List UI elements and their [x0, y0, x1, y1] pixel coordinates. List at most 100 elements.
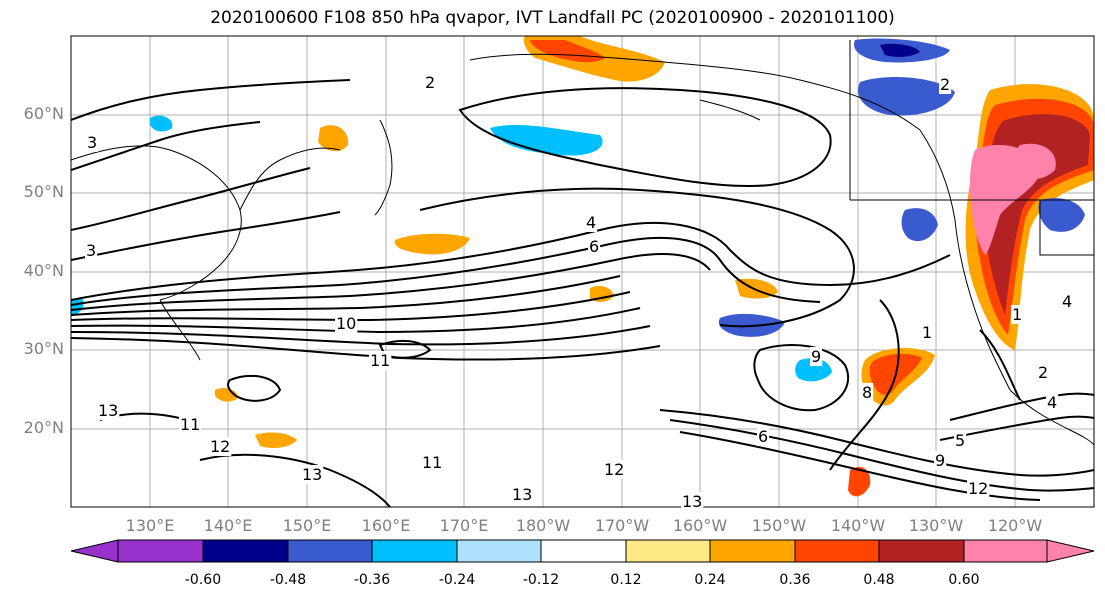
contour-label: 10	[336, 314, 356, 333]
contour-label: 2	[940, 75, 950, 94]
shaded-anomalies	[71, 36, 1094, 497]
contour-label: 11	[370, 351, 390, 370]
contour-label-backdrop	[85, 241, 98, 260]
map-title: 2020100600 F108 850 hPa qvapor, IVT Land…	[210, 8, 895, 28]
contour-label-backdrop	[1061, 292, 1074, 311]
contour-label: 5	[955, 431, 965, 450]
colorbar-bin	[456, 539, 542, 563]
colorbar-tick-label: 0.48	[863, 572, 895, 588]
contour-label: 3	[86, 241, 96, 260]
contour-label-backdrop	[603, 460, 626, 479]
colorbar-bin	[540, 539, 627, 563]
contour-label-backdrop	[585, 213, 598, 232]
contour-label-backdrop	[335, 314, 358, 333]
contour-label: 11	[180, 415, 200, 434]
colorbar-bin	[709, 539, 796, 563]
colorbar-tick-label: -0.36	[353, 572, 391, 588]
lon-label: 160°W	[672, 516, 728, 535]
contour-label: 13	[98, 401, 118, 420]
coastlines	[71, 40, 1094, 446]
contour-label: 4	[586, 213, 596, 232]
colorbar-bin	[625, 539, 711, 563]
contour-label: 9	[811, 347, 821, 366]
contour-label-backdrop	[301, 465, 324, 484]
lon-label: 170°E	[439, 516, 489, 535]
colorbar	[70, 539, 1095, 563]
contour-label: 11	[422, 453, 442, 472]
contour-label-group: 2 2 3 3 4 4 6 6 8 9 9 10 11 11 11 12 12 …	[85, 73, 1074, 511]
colorbar-bin	[117, 539, 204, 563]
contour-label-backdrop	[1046, 393, 1059, 412]
colorbar-tick-label: -0.24	[438, 572, 476, 588]
lon-label: 130°E	[125, 516, 175, 535]
contour-label-backdrop	[1011, 305, 1024, 324]
lat-label: 50°N	[23, 182, 64, 201]
colorbar-bin	[878, 539, 965, 563]
contour-label-backdrop	[424, 73, 437, 92]
contour-label: 6	[758, 427, 768, 446]
contour-label: 4	[1062, 292, 1072, 311]
lon-label: 140°W	[830, 516, 886, 535]
lon-label: 140°E	[203, 516, 253, 535]
contour-label-backdrop	[954, 431, 967, 450]
lon-label: 160°E	[361, 516, 411, 535]
contour-label-backdrop	[179, 415, 202, 434]
colorbar-tick-label: 0.36	[779, 572, 811, 588]
colorbar-tick-label: 0.12	[610, 572, 642, 588]
lat-label: 60°N	[23, 104, 64, 123]
contour-label-backdrop	[934, 451, 947, 470]
colorbar-bin	[287, 539, 373, 563]
lat-label: 30°N	[23, 339, 64, 358]
contour-label: 6	[589, 237, 599, 256]
colorbar-bin	[202, 539, 289, 563]
contour-label-backdrop	[1037, 363, 1050, 382]
contour-label-backdrop	[861, 383, 874, 402]
contour-label-backdrop	[97, 401, 120, 420]
contour-label: 9	[935, 451, 945, 470]
contour-label-backdrop	[511, 485, 534, 504]
contour-label-backdrop	[939, 75, 952, 94]
contour-label: 12	[968, 479, 988, 498]
lon-label: 170°W	[594, 516, 650, 535]
colorbar-bin	[963, 539, 1048, 563]
colorbar-bin	[371, 539, 458, 563]
lon-label: 150°W	[751, 516, 807, 535]
contour-label: 12	[210, 437, 230, 456]
colorbar-bin	[794, 539, 880, 563]
map-border	[70, 35, 1095, 508]
lon-label: 120°W	[987, 516, 1043, 535]
contour-label-backdrop	[86, 133, 99, 152]
lon-label: 180°W	[515, 516, 571, 535]
contour-label-backdrop	[588, 237, 601, 256]
contour-label: 1	[1012, 305, 1022, 324]
contour-label: 12	[604, 460, 624, 479]
colorbar-tick-label: -0.60	[184, 572, 222, 588]
contour-label: 2	[425, 73, 435, 92]
contour-lines	[71, 79, 1094, 507]
contour-label: 3	[87, 133, 97, 152]
contour-label-backdrop	[369, 351, 392, 370]
contour-label: 1	[922, 323, 932, 342]
contour-label: 2	[1038, 363, 1048, 382]
colorbar-tick-label: -0.12	[522, 572, 560, 588]
contour-label-backdrop	[810, 347, 823, 366]
colorbar-tick-label: 0.60	[948, 572, 980, 588]
lon-label: 150°E	[282, 516, 332, 535]
contour-label: 8	[862, 383, 872, 402]
contour-label-backdrop	[757, 427, 770, 446]
lat-label: 20°N	[23, 418, 64, 437]
lon-label: 130°W	[908, 516, 964, 535]
colorbar-extend-high	[1046, 539, 1095, 563]
contour-label-backdrop	[209, 437, 232, 456]
colorbar-tick-label: 0.24	[694, 572, 726, 588]
contour-label-backdrop	[921, 323, 934, 342]
contour-label: 13	[302, 465, 322, 484]
contour-label-backdrop	[681, 492, 704, 511]
lat-label: 40°N	[23, 261, 64, 280]
contour-label-backdrop	[421, 453, 444, 472]
contour-label-backdrop	[967, 479, 990, 498]
colorbar-tick-label: -0.48	[269, 572, 307, 588]
contour-label: 13	[512, 485, 532, 504]
colorbar-extend-low	[70, 539, 119, 563]
